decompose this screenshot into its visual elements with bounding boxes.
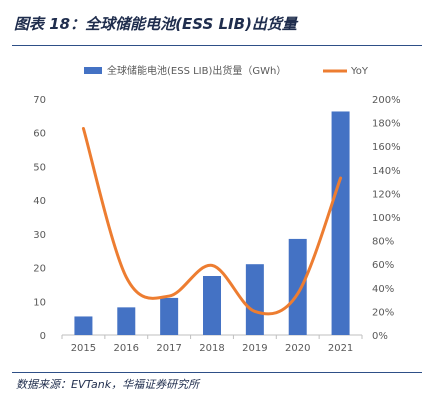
bar-shipment	[245, 264, 264, 335]
y-left-tick-label: 50	[33, 162, 46, 173]
y-left-tick-label: 10	[33, 297, 46, 308]
bar-shipment	[203, 276, 221, 335]
bar-shipment	[117, 307, 136, 335]
y-right-tick-label: 140%	[372, 166, 401, 177]
bar-shipment	[288, 238, 307, 335]
y-right-tick-label: 200%	[372, 95, 401, 106]
title-rule	[12, 45, 422, 46]
y-right-tick-label: 0%	[372, 331, 388, 342]
x-tick-label: 2020	[285, 343, 310, 354]
y-left-tick-label: 20	[33, 264, 46, 275]
x-tick-label: 2016	[114, 343, 139, 354]
bar-shipment	[74, 316, 93, 335]
y-left-tick-label: 60	[33, 129, 46, 140]
legend-swatch-bar	[84, 67, 102, 74]
y-right-tick-label: 160%	[372, 142, 401, 153]
y-right-tick-label: 120%	[372, 189, 401, 200]
bar-shipment	[160, 297, 179, 335]
y-right-tick-label: 20%	[372, 307, 394, 318]
data-source: 数据来源：EVTank，华福证券研究所	[16, 378, 200, 391]
y-right-tick-label: 180%	[372, 119, 401, 130]
x-tick-label: 2018	[199, 343, 224, 354]
y-right-tick-label: 80%	[372, 237, 394, 248]
y-left-tick-label: 30	[33, 230, 46, 241]
y-right-tick-label: 60%	[372, 260, 394, 271]
chart-title: 图表 18：全球储能电池(ESS LIB)出货量	[14, 15, 297, 33]
x-tick-label: 2017	[156, 343, 181, 354]
source-rule	[12, 372, 422, 373]
y-right-tick-label: 40%	[372, 284, 394, 295]
x-tick-label: 2015	[71, 343, 96, 354]
x-tick-label: 2019	[242, 343, 267, 354]
combo-chart: 2015 2016 2017 2018 2019 2020 2021 0 10 20 30 40 50 6…	[33, 64, 401, 354]
y-left-tick-label: 70	[33, 95, 46, 106]
y-left-tick-label: 0	[40, 331, 46, 342]
legend-label-line: YoY	[350, 66, 369, 77]
bar-shipment	[331, 111, 350, 335]
y-right-tick-label: 100%	[372, 213, 401, 224]
legend-label-bar: 全球储能电池(ESS LIB)出货量（GWh）	[107, 64, 286, 77]
x-tick-label: 2021	[328, 343, 353, 354]
y-left-tick-label: 40	[33, 196, 46, 207]
line-yoy	[81, 127, 343, 316]
